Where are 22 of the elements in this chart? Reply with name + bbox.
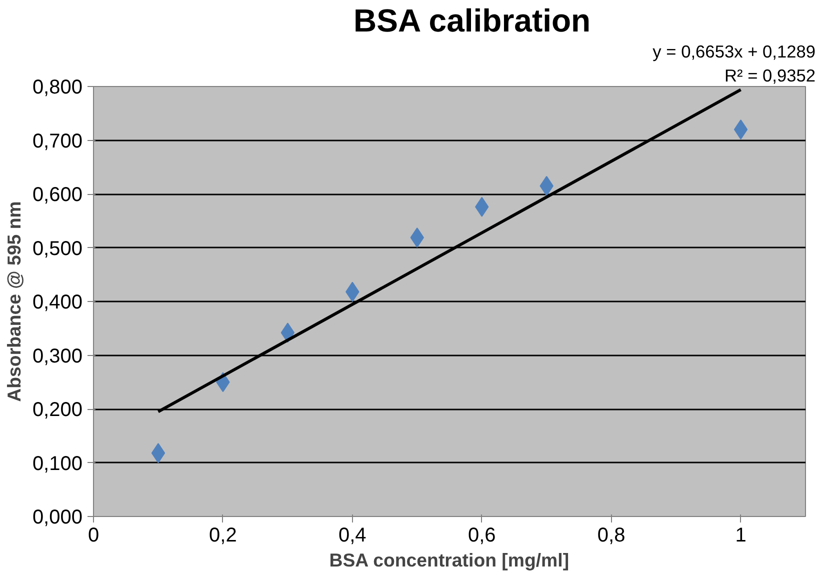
y-tick-label: 0,200 [32, 399, 83, 421]
x-tick-label: 0,4 [338, 524, 366, 546]
y-tick-label: 0,600 [32, 184, 83, 206]
y-tick-label: 0,300 [32, 345, 83, 368]
x-tick-label: 0,8 [597, 524, 626, 546]
x-tick-label: 0,6 [468, 524, 496, 546]
y-tick-label: 0,000 [32, 506, 83, 528]
y-tick-label: 0,100 [32, 452, 83, 475]
y-tick-label: 0,500 [32, 238, 83, 260]
chart-title: BSA calibration [354, 2, 591, 38]
y-tick-label: 0,800 [32, 76, 83, 98]
y-axis-title: Absorbance @ 595 nm [3, 201, 24, 402]
point [151, 443, 166, 464]
point [734, 120, 748, 140]
text: R² = 0,9352 [724, 66, 816, 86]
x-tick-label: 0,2 [209, 524, 237, 546]
y-tick-label: 0,700 [32, 130, 83, 152]
x-tick-label: 1 [735, 524, 746, 546]
y-tick-label: 0,400 [32, 292, 83, 314]
x-tick-label: 0 [88, 524, 100, 546]
x-axis-title: BSA concentration [mg/ml] [329, 550, 570, 570]
text: y = 0,6653x + 0,1289 [652, 42, 816, 62]
